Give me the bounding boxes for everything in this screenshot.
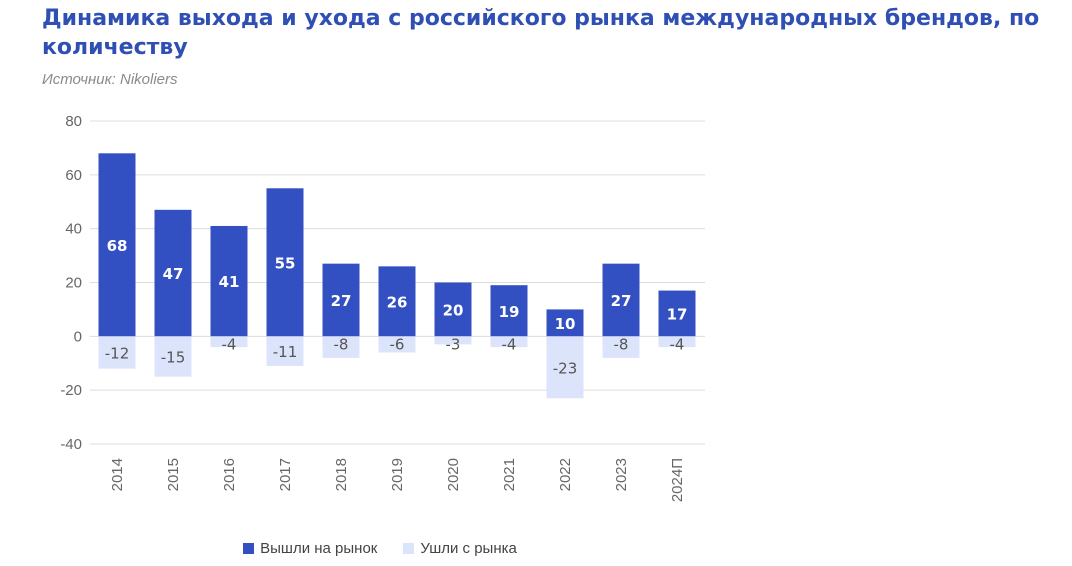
bar-left: [658, 336, 696, 348]
data-label-left: -8: [334, 335, 349, 353]
x-tick-label: 2018: [333, 458, 350, 491]
x-tick-label: 2017: [277, 458, 294, 491]
data-label-entered: 27: [331, 292, 352, 310]
data-label-left: -4: [502, 335, 517, 353]
bar-entered: [98, 153, 136, 337]
bar-left: [490, 336, 528, 348]
bar-entered: [154, 209, 192, 337]
data-label-left: -4: [670, 335, 685, 353]
bar-left: [434, 336, 472, 345]
y-tick-label: 80: [65, 113, 82, 130]
x-tick-label: 2015: [165, 458, 182, 491]
data-label-entered: 26: [387, 293, 408, 311]
bar-entered: [546, 309, 584, 337]
bar-left: [378, 336, 416, 353]
legend-label-left: Ушли с рынка: [420, 540, 517, 557]
data-label-entered: 47: [163, 265, 184, 283]
legend-label-entered: Вышли на рынок: [260, 540, 378, 557]
bar-left: [154, 336, 192, 377]
data-label-left: -3: [446, 335, 461, 353]
data-label-left: -23: [553, 359, 578, 377]
bar-left: [266, 336, 304, 366]
y-tick-label: 60: [65, 167, 82, 184]
x-tick-label: 2014: [109, 458, 126, 491]
bar-left: [602, 336, 640, 358]
bar-entered: [266, 188, 304, 337]
x-tick-label: 2016: [221, 458, 238, 491]
data-label-entered: 10: [555, 315, 576, 333]
y-tick-label: 40: [65, 221, 82, 238]
chart-source: Источник: Nikoliers: [42, 71, 178, 88]
data-label-entered: 27: [611, 292, 632, 310]
data-label-left: -11: [273, 343, 298, 361]
data-label-entered: 17: [667, 305, 688, 323]
data-label-entered: 20: [443, 301, 464, 319]
x-tick-label: 2020: [445, 458, 462, 491]
data-label-left: -8: [614, 335, 629, 353]
x-tick-label: 2019: [389, 458, 406, 491]
legend-swatch-left: [403, 543, 415, 554]
y-tick-label: -40: [60, 436, 82, 453]
chart-title: Динамика выхода и ухода с российского ры…: [42, 6, 1040, 60]
bar-entered: [490, 285, 528, 337]
data-label-entered: 55: [275, 254, 296, 272]
data-label-left: -6: [390, 335, 405, 353]
bar-left: [210, 336, 248, 348]
chart-legend: Вышли на рынок Ушли с рынка: [0, 540, 760, 557]
data-label-left: -4: [222, 335, 237, 353]
legend-item-left[interactable]: Ушли с рынка: [403, 540, 517, 557]
bar-left: [546, 336, 584, 399]
x-tick-label: 2024П: [669, 458, 686, 502]
x-tick-label: 2023: [613, 458, 630, 491]
data-label-entered: 19: [499, 303, 520, 321]
y-tick-label: -20: [60, 382, 82, 399]
data-label-left: -12: [105, 344, 130, 362]
bar-entered: [602, 263, 640, 337]
y-tick-label: 20: [65, 275, 82, 292]
data-label-left: -15: [161, 349, 186, 367]
bar-entered: [210, 225, 248, 337]
legend-item-entered[interactable]: Вышли на рынок: [243, 540, 377, 557]
legend-swatch-entered: [243, 543, 255, 554]
data-label-entered: 68: [107, 237, 128, 255]
bar-left: [322, 336, 360, 358]
x-tick-label: 2022: [557, 458, 574, 491]
bar-entered: [658, 290, 696, 337]
bar-entered: [434, 282, 472, 337]
bar-chart: 68 -12 47 -15 41 -4 55 -11 27 -8 26 -6 20 -3 19 -4 10 -23…: [60, 113, 705, 502]
x-tick-label: 2021: [501, 458, 518, 491]
bar-entered: [378, 266, 416, 337]
y-tick-label: 0: [74, 328, 82, 345]
bar-entered: [322, 263, 360, 337]
data-label-entered: 41: [219, 273, 240, 291]
bar-left: [98, 336, 136, 369]
